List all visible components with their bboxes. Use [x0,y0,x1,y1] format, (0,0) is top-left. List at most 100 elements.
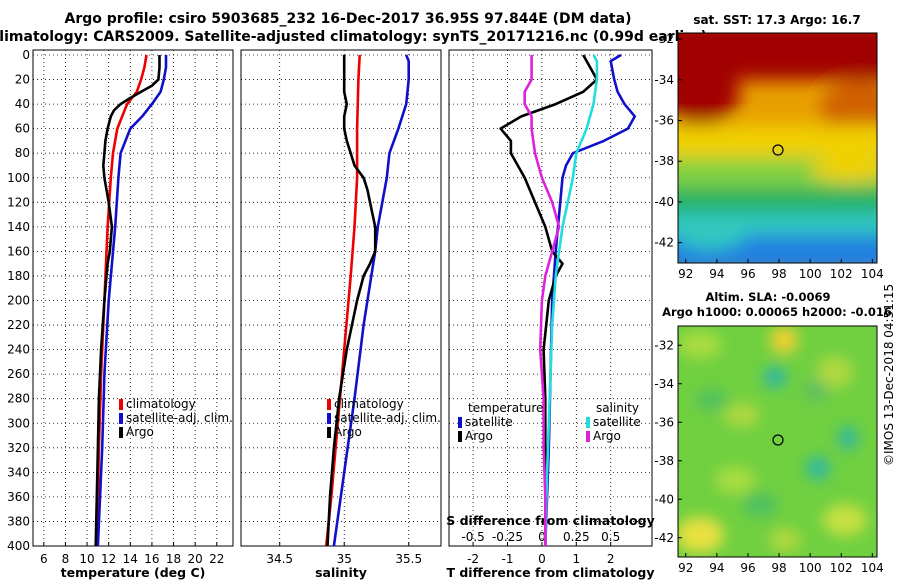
x-tick-label: 18 [166,552,181,566]
legend-swatch [327,427,331,438]
x-tick-label: 6 [40,552,48,566]
s-tick-label: 0.25 [563,530,590,544]
map-x-tick-label: 94 [709,267,724,281]
credit-text: ©IMOS 13-Dec-2018 04:51:15 [882,284,896,466]
sst-heatmap-field [678,33,877,263]
legend-swatch [119,413,123,424]
series-line-satellite-adj-clim- [96,55,168,547]
legend-label: temperature [468,401,543,415]
x-tick-label: 16 [144,552,159,566]
s-diff-axis-label: S difference from climatology [446,513,655,528]
x-axis-label: salinity [315,565,367,580]
legend-label: satellite-adj. clim. [126,411,233,425]
legend-swatch [327,413,331,424]
map-x-tick-label: 100 [799,561,822,575]
map-y-tick-label: -38 [654,154,674,168]
axes-frame [240,49,442,547]
map-y-tick-label: -42 [654,531,674,545]
s-tick-label: -0.5 [461,530,484,544]
legend-label: satellite [593,415,641,429]
y-tick-label: 240 [7,343,30,357]
x-tick-label: 12 [101,552,116,566]
map-x-tick-label: 102 [830,267,853,281]
map-y-tick-label: -42 [654,236,674,250]
sla-map-title: Altim. SLA: -0.0069 [705,290,830,304]
sst-map: sat. SST: 17.3 Argo: 16.7 92 94 96 98 100 102… [654,13,883,281]
map-x-tick-label: 104 [861,561,884,575]
y-tick-label: 400 [7,539,30,553]
x-tick-label: 14 [123,552,138,566]
y-tick-label: 380 [7,514,30,528]
legend-label: Argo [465,429,493,443]
x-tick-label: 2 [607,552,615,566]
map-x-tick-label: 92 [678,267,693,281]
salinity-panel: 34.5 35 35.5 salinity [240,49,442,580]
x-tick-label: -1 [502,552,514,566]
sla-argo-marker [772,434,784,446]
y-tick-label: 360 [7,490,30,504]
series-line-argo [94,55,161,547]
legend-label: Argo [593,429,621,443]
legend-swatch [586,417,590,428]
map-y-tick-label: -36 [654,114,674,128]
y-tick-label: 140 [7,220,30,234]
legend-swatch [327,399,331,410]
y-tick-label: 120 [7,195,30,209]
legend-label: salinity [596,401,639,415]
series-line-climatology [324,54,361,547]
x-tick-label: 10 [79,552,94,566]
axes-frame [448,49,653,547]
map-x-tick-label: 94 [709,561,724,575]
x-tick-label: 8 [62,552,70,566]
series-line-t-argo [499,54,599,546]
y-tick-label: 80 [15,146,30,160]
difference-panel: -2 -1 0 1 2T difference from climatology S di… [446,49,655,580]
sst-map-title: sat. SST: 17.3 Argo: 16.7 [693,13,860,27]
map-x-tick-label: 96 [740,267,755,281]
series-line-satellite-adj-clim- [332,54,411,547]
x-tick-label: 22 [209,552,224,566]
legend-swatch [119,427,123,438]
series-line-argo [326,55,377,547]
legend-label: satellite-adj. clim. [334,411,441,425]
map-y-tick-label: -34 [654,73,674,87]
s-tick-label: 0.5 [601,530,620,544]
legend-swatch [119,399,123,410]
legend-label: climatology [126,397,196,411]
map-x-tick-label: 98 [771,561,786,575]
map-y-tick-label: -38 [654,454,674,468]
legend-swatch [586,431,590,442]
legend-swatch [458,417,462,428]
legend-difference: temperaturesatelliteArgosalinitysatellit… [458,401,641,443]
legend-label: satellite [465,415,513,429]
legend-swatch [458,431,462,442]
y-tick-label: 200 [7,294,30,308]
series-line-s-argo [523,55,561,546]
map-x-tick-label: 92 [678,561,693,575]
title-line-2: Climatology: CARS2009. Satellite-adjuste… [0,29,707,45]
map-x-tick-label: 100 [799,267,822,281]
y-tick-label: 300 [7,416,30,430]
map-y-tick-label: -36 [654,415,674,429]
legend-label: Argo [334,425,362,439]
sla-heatmap-field [678,326,877,557]
y-tick-label: 20 [15,73,30,87]
sla-map: Altim. SLA: -0.0069 Argo h1000: 0.00065 … [654,290,892,575]
map-y-tick-label: -40 [654,492,674,506]
s-tick-label: -0.25 [492,530,523,544]
y-tick-label: 220 [7,318,30,332]
y-tick-label: 40 [15,97,30,111]
map-y-tick-label: -32 [654,338,674,352]
map-y-tick-label: -34 [654,377,674,391]
x-axis-label: T difference from climatology [446,565,654,580]
y-tick-label: 320 [7,441,30,455]
axes-frame [32,49,234,547]
x-tick-label: 35 [337,552,352,566]
y-tick-label: 280 [7,392,30,406]
series-line-s-satellite [544,54,599,547]
map-x-tick-label: 102 [830,561,853,575]
legend-label: climatology [334,397,404,411]
